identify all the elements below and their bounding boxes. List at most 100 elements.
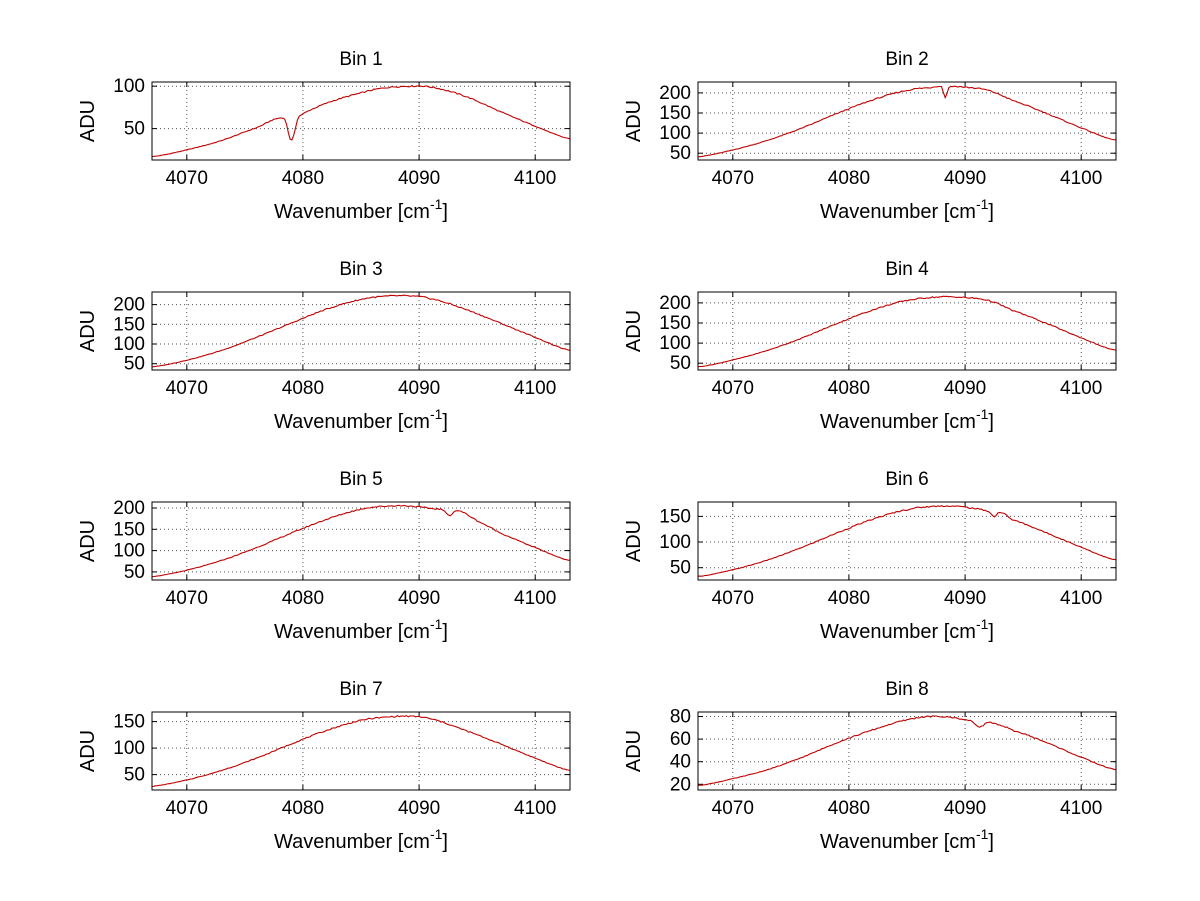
- x-tick-label: 4090: [944, 588, 986, 609]
- y-tick-label: 150: [113, 314, 145, 335]
- spectrum-line: [151, 294, 571, 368]
- x-axis-label: Wavenumber [cm-1]: [274, 196, 448, 223]
- x-tick-label: 4070: [166, 168, 208, 189]
- y-tick-label: 50: [124, 765, 145, 786]
- chart-title: Bin 4: [885, 259, 929, 280]
- subplot-bin-2: 4070 4080 4090 4100 50 100 150 200 Bin 2 ADU Waven…: [622, 48, 1134, 244]
- subplot-bin-8: 4070 4080 4090 4100 20 40 60 80 Bin 8 ADU Wavenumb…: [622, 678, 1134, 874]
- y-tick-label: 40: [670, 752, 691, 773]
- x-tick-label: 4090: [398, 168, 440, 189]
- x-tick-label: 4090: [398, 378, 440, 399]
- x-tick-label: 4080: [282, 378, 324, 399]
- y-tick-label: 20: [670, 774, 691, 795]
- y-tick-label: 200: [113, 498, 145, 519]
- x-axis-label-superscript: -1: [976, 406, 989, 422]
- x-tick-label: 4080: [828, 588, 870, 609]
- x-tick-label: 4100: [514, 588, 556, 609]
- axes-box: [697, 81, 1117, 161]
- spectrum-line: [151, 504, 571, 578]
- y-axis-label: ADU: [623, 520, 645, 562]
- y-tick-label: 150: [659, 506, 691, 527]
- y-tick-label: 200: [659, 83, 691, 104]
- y-tick-label: 100: [113, 738, 145, 759]
- y-tick-label: 150: [659, 313, 691, 334]
- subplot-svg: 4070 4080 4090 4100 50 100 Bin 1 ADU Wavenumber …: [77, 49, 571, 223]
- x-axis-label-superscript: -1: [430, 196, 443, 212]
- y-tick-label: 50: [670, 353, 691, 374]
- x-tick-label: 4100: [1060, 798, 1102, 819]
- y-axis-label: ADU: [623, 730, 645, 772]
- chart-title: Bin 3: [339, 259, 382, 280]
- x-axis-label-superscript: -1: [976, 826, 989, 842]
- y-tick-label: 100: [659, 123, 691, 144]
- y-axis-label: ADU: [623, 100, 645, 142]
- x-tick-label: 4070: [712, 378, 754, 399]
- x-tick-label: 4100: [1060, 168, 1102, 189]
- chart-title: Bin 7: [339, 679, 382, 700]
- x-tick-label: 4100: [514, 168, 556, 189]
- x-tick-label: 4090: [944, 378, 986, 399]
- x-tick-label: 4080: [828, 168, 870, 189]
- axes-box: [151, 291, 571, 371]
- y-axis-label: ADU: [623, 310, 645, 352]
- axes-box: [697, 291, 1117, 371]
- y-tick-label: 200: [113, 295, 145, 316]
- y-axis-label: ADU: [77, 730, 99, 772]
- chart-title: Bin 8: [885, 679, 928, 700]
- y-tick-label: 50: [124, 354, 145, 375]
- y-axis-label: ADU: [77, 310, 99, 352]
- spectrum-line: [697, 295, 1117, 368]
- y-tick-label: 100: [659, 532, 691, 553]
- subplot-bin-1: 4070 4080 4090 4100 50 100 Bin 1 ADU Wavenumber …: [76, 48, 588, 244]
- x-axis-label-superscript: -1: [430, 826, 443, 842]
- x-axis-label-superscript: -1: [976, 196, 989, 212]
- x-axis-label-superscript: -1: [976, 616, 989, 632]
- x-tick-label: 4100: [1060, 588, 1102, 609]
- x-tick-label: 4100: [1060, 378, 1102, 399]
- y-tick-label: 50: [670, 143, 691, 164]
- spectrum-line: [697, 505, 1117, 577]
- y-tick-label: 150: [113, 712, 145, 733]
- x-tick-label: 4070: [166, 588, 208, 609]
- spectrum-line: [697, 85, 1117, 158]
- x-tick-label: 4090: [398, 798, 440, 819]
- x-tick-label: 4100: [514, 798, 556, 819]
- y-tick-label: 100: [113, 541, 145, 562]
- x-tick-label: 4070: [712, 588, 754, 609]
- x-tick-label: 4070: [166, 378, 208, 399]
- x-tick-label: 4080: [282, 168, 324, 189]
- y-tick-label: 100: [659, 333, 691, 354]
- x-tick-label: 4070: [712, 798, 754, 819]
- spectrum-line: [151, 715, 571, 787]
- chart-title: Bin 2: [885, 49, 928, 70]
- x-tick-label: 4090: [944, 798, 986, 819]
- subplot-bin-6: 4070 4080 4090 4100 50 100 150 Bin 6 ADU Wavenumb…: [622, 468, 1134, 664]
- axes-box: [151, 81, 571, 161]
- x-tick-label: 4090: [398, 588, 440, 609]
- y-tick-label: 80: [670, 707, 691, 728]
- x-axis-label-superscript: -1: [430, 616, 443, 632]
- x-tick-label: 4090: [944, 168, 986, 189]
- x-axis-label: Wavenumber [cm-1]: [820, 826, 994, 853]
- x-axis-label: Wavenumber [cm-1]: [274, 826, 448, 853]
- subplot-bin-4: 4070 4080 4090 4100 50 100 150 200 Bin 4 ADU Waven…: [622, 258, 1134, 454]
- axes-box: [697, 711, 1117, 791]
- y-tick-label: 200: [659, 293, 691, 314]
- x-tick-label: 4070: [712, 168, 754, 189]
- x-axis-label: Wavenumber [cm-1]: [820, 406, 994, 433]
- x-axis-label-superscript: -1: [430, 406, 443, 422]
- x-tick-label: 4080: [828, 378, 870, 399]
- x-tick-label: 4080: [282, 798, 324, 819]
- y-tick-label: 150: [113, 519, 145, 540]
- x-axis-label: Wavenumber [cm-1]: [274, 616, 448, 643]
- axes-box: [151, 711, 571, 791]
- subplot-bin-5: 4070 4080 4090 4100 50 100 150 200 Bin 5 ADU Waven…: [76, 468, 588, 664]
- y-tick-label: 50: [124, 562, 145, 583]
- x-axis-label: Wavenumber [cm-1]: [820, 196, 994, 223]
- subplot-bin-3: 4070 4080 4090 4100 50 100 150 200 Bin 3 ADU Waven…: [76, 258, 588, 454]
- x-tick-label: 4070: [166, 798, 208, 819]
